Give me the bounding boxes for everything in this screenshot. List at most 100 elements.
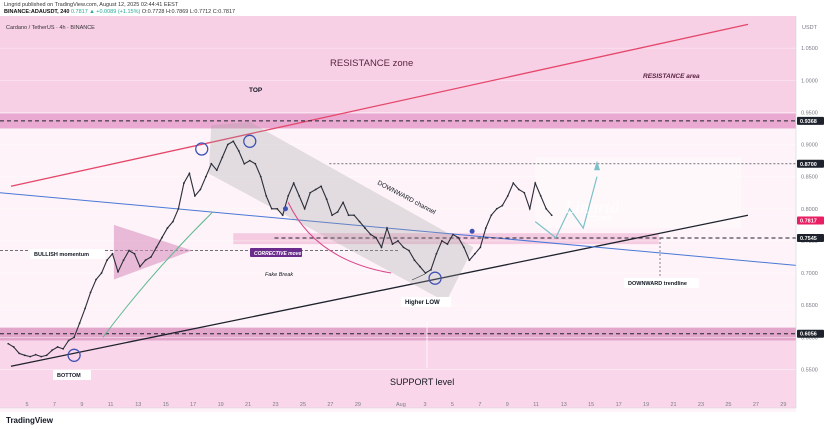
x-tick-label: 19: [218, 402, 224, 408]
price-point: [331, 214, 334, 217]
price-point: [73, 336, 76, 339]
x-tick-label: 9: [80, 402, 83, 408]
price-point: [550, 214, 553, 217]
price-label-bg: [797, 116, 824, 125]
y-tick-label: 0.7000: [801, 271, 818, 277]
corrective-badge: [250, 248, 302, 257]
rising-resistance-line: [10, 23, 749, 187]
price-point: [188, 172, 191, 175]
x-tick-label: 27: [327, 402, 333, 408]
y-tick-label: 1.0000: [801, 78, 818, 84]
price-label-bg: [797, 216, 824, 225]
price-point: [462, 246, 465, 249]
bullish-momentum-label: BULLISH momentum: [34, 252, 89, 258]
price-point: [193, 195, 196, 197]
price-series-line: [7, 140, 553, 358]
y-tick-label: 0.9000: [801, 143, 818, 149]
price-point: [413, 259, 416, 262]
price-point: [139, 265, 141, 268]
price-label: 0.8700: [800, 162, 817, 168]
price-point: [353, 214, 355, 217]
x-tick-label: 13: [135, 402, 141, 408]
bottom-badge: [53, 370, 91, 380]
corrective-move-label: CORRECTIVE move: [254, 251, 301, 257]
pointer-line: [411, 273, 426, 281]
price-point: [237, 150, 240, 152]
x-tick-label: 17: [616, 402, 622, 408]
symbol-line: BINANCE:ADAUSDT, 240 0.7817 ▲ +0.0089 (+…: [4, 9, 235, 15]
x-tick-label: 3: [423, 402, 426, 408]
bullish-curve-arrow: [102, 211, 214, 338]
price-point: [424, 272, 427, 274]
x-tick-label: 5: [451, 402, 454, 408]
price-point: [473, 252, 476, 255]
price-point: [172, 220, 174, 223]
price-point: [248, 159, 251, 162]
channel-touch-dot: [282, 206, 288, 212]
price-point: [106, 259, 108, 262]
y-tick-label: 1.0500: [801, 46, 818, 52]
price-point: [270, 207, 273, 210]
price-point: [419, 265, 421, 268]
channel-touch-dot: [469, 228, 475, 234]
price-point: [265, 195, 268, 197]
support-level-label: SUPPORT level: [390, 377, 454, 387]
x-tick-label: 11: [108, 402, 114, 408]
x-tick-label: 7: [53, 402, 56, 408]
resistance-zone-label: RESISTANCE zone: [330, 58, 413, 69]
downward-trendline: [0, 192, 797, 266]
price-point: [287, 195, 290, 197]
x-tick-label: 21: [245, 402, 251, 408]
price-point: [56, 346, 59, 348]
price-point: [215, 169, 218, 172]
symbol: BINANCE:ADAUSDT, 240: [4, 9, 70, 15]
projection-arrowhead: [594, 160, 600, 171]
rising-support-line: [10, 214, 749, 367]
price-point: [12, 346, 15, 348]
price-point: [128, 249, 130, 252]
x-tick-label: 29: [355, 402, 361, 408]
price-chart[interactable]: 0.55000.60000.65000.70000.75000.80000.85…: [0, 16, 825, 412]
price-label-bg: [797, 329, 824, 338]
price-point: [523, 191, 526, 194]
price-point: [292, 182, 295, 184]
price-label: 0.9368: [800, 119, 817, 125]
price-point: [342, 201, 345, 204]
x-tick-label: 15: [588, 402, 594, 408]
price-point: [468, 259, 471, 262]
price-point: [84, 307, 86, 310]
x-tick-label: 5: [25, 402, 28, 408]
tradingview-logo: TradingView: [6, 416, 53, 425]
price-point: [534, 182, 537, 184]
price-point: [150, 256, 152, 258]
y-tick-label: 0.5500: [801, 367, 818, 373]
x-tick-label: 19: [643, 402, 649, 408]
price-point: [40, 355, 43, 358]
price-point: [100, 272, 103, 274]
price-point: [347, 214, 350, 217]
price-point: [408, 249, 410, 252]
price-point: [545, 207, 548, 210]
price-point: [7, 342, 10, 345]
y-tick-label: 0.9500: [801, 110, 818, 116]
price-point: [117, 270, 119, 273]
y-tick-label: 0.6500: [801, 303, 818, 309]
price-point: [67, 339, 70, 342]
x-tick-label: 7: [478, 402, 481, 408]
higher-low-circle: [428, 271, 442, 285]
price-label: 0.6056: [800, 332, 817, 338]
publisher-line: Lingrid published on TradingView.com, Au…: [4, 2, 179, 8]
price-point: [512, 182, 515, 184]
price-point: [457, 236, 460, 239]
price-point: [210, 162, 213, 165]
currency-label: USDT: [802, 25, 818, 31]
price-point: [397, 240, 399, 242]
price-change: 0.7817 ▲ +0.0089 (+1.15%): [70, 9, 141, 15]
price-point: [336, 211, 339, 213]
price-point: [517, 188, 520, 191]
top-label: TOP: [249, 87, 263, 94]
y-tick-label: 0.8000: [801, 207, 818, 213]
price-point: [528, 207, 531, 210]
price-point: [435, 252, 438, 255]
price-point: [446, 243, 449, 246]
